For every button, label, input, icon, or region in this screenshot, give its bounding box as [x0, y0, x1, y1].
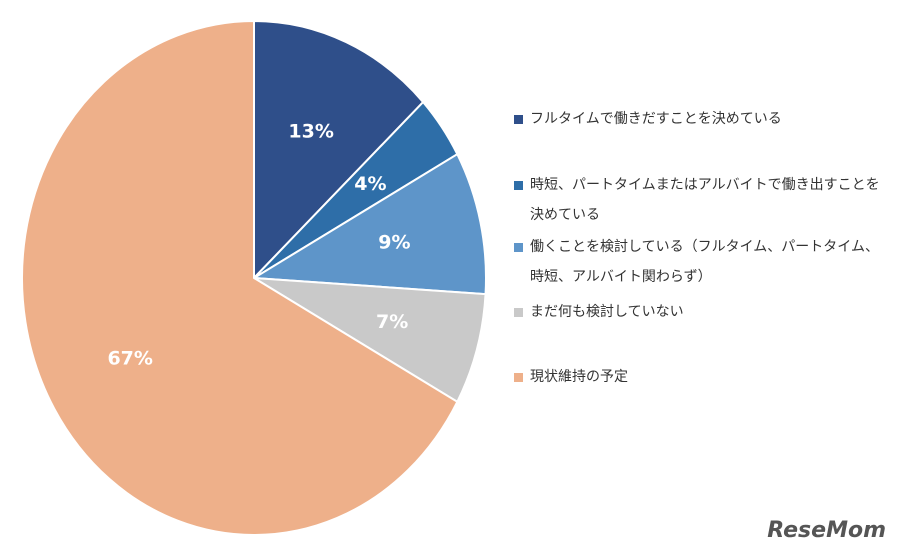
legend-label: 現状維持の予定 — [530, 369, 628, 385]
legend-swatch — [514, 308, 523, 317]
pie-slice — [253, 277, 487, 404]
slice-label: 67% — [107, 348, 152, 370]
legend-label: まだ何も検討していない — [530, 304, 684, 320]
pie-slice — [21, 19, 459, 536]
legend-swatch — [514, 181, 523, 190]
legend-item: 時短、パートタイムまたはアルバイトで働き出すことを決めている — [514, 170, 886, 230]
watermark: ReseMom — [767, 518, 886, 543]
slice-label: 9% — [378, 232, 410, 254]
legend-item: フルタイムで働きだすことを決めている — [514, 104, 886, 134]
legend-item: まだ何も検討していない — [514, 297, 886, 327]
legend-item: 働くことを検討している（フルタイム、パートタイム、時短、アルバイト関わらず） — [514, 232, 886, 292]
slice-label: 13% — [288, 120, 333, 142]
legend-label: フルタイムで働きだすことを決めている — [530, 111, 782, 127]
slice-label: 7% — [376, 311, 408, 333]
slice-label: 4% — [354, 173, 386, 195]
legend-label: 時短、パートタイムまたはアルバイトで働き出すことを決めている — [530, 177, 880, 223]
legend-swatch — [514, 373, 523, 382]
legend-swatch — [514, 243, 523, 252]
pie-slice — [253, 19, 425, 281]
legend-swatch — [514, 115, 523, 124]
legend-item: 現状維持の予定 — [514, 362, 886, 392]
legend-label: 働くことを検討している（フルタイム、パートタイム、時短、アルバイト関わらず） — [530, 239, 880, 285]
pie-slice — [250, 152, 487, 296]
